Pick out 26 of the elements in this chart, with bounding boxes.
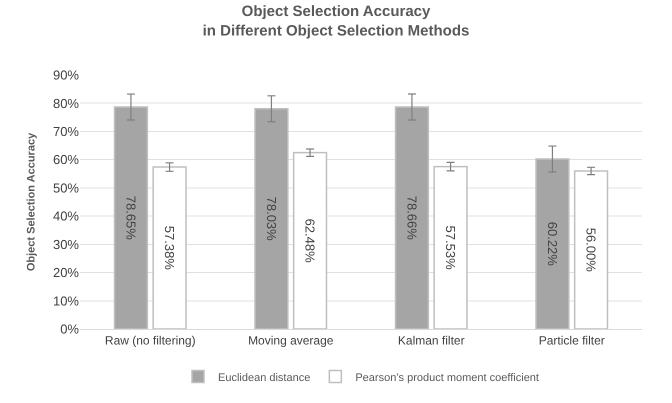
data-label: 78.03%	[264, 196, 279, 242]
y-tick-label: 0%	[60, 322, 80, 337]
data-label: 57.38%	[162, 226, 178, 270]
y-tick-label: 40%	[52, 208, 80, 224]
data-label: 57.53%	[443, 226, 458, 270]
y-tick-label: 90%	[52, 68, 80, 83]
y-tick-label: 80%	[52, 96, 80, 111]
y-tick-label: 10%	[52, 293, 80, 308]
data-label: 78.65%	[123, 196, 138, 240]
y-tick-label: 50%	[52, 180, 80, 196]
x-tick-label: Moving average	[248, 333, 334, 348]
legend-label: Pearson’s product moment coefficient	[355, 372, 539, 384]
y-tick-label: 30%	[52, 236, 80, 252]
y-tick-label: 20%	[52, 265, 80, 280]
y-tick-label: 60%	[52, 152, 80, 168]
x-tick-label: Kalman filter	[398, 333, 465, 348]
x-tick-label: Raw (no filtering)	[104, 333, 196, 348]
x-tick-label: Particle filter	[538, 333, 605, 348]
chart-title: Object Selection Accuracy in Different Object Selection Methods	[202, 3, 470, 40]
data-label: 56.00%	[584, 228, 599, 272]
data-label: 62.48%	[302, 218, 318, 264]
legend-label: Euclidean distance	[218, 372, 310, 384]
y-tick-label: 70%	[52, 124, 80, 139]
y-axis-title: Object Selection Accuracy	[26, 132, 38, 272]
data-label: 60.22%	[544, 222, 560, 266]
data-label: 78.66%	[404, 196, 420, 240]
